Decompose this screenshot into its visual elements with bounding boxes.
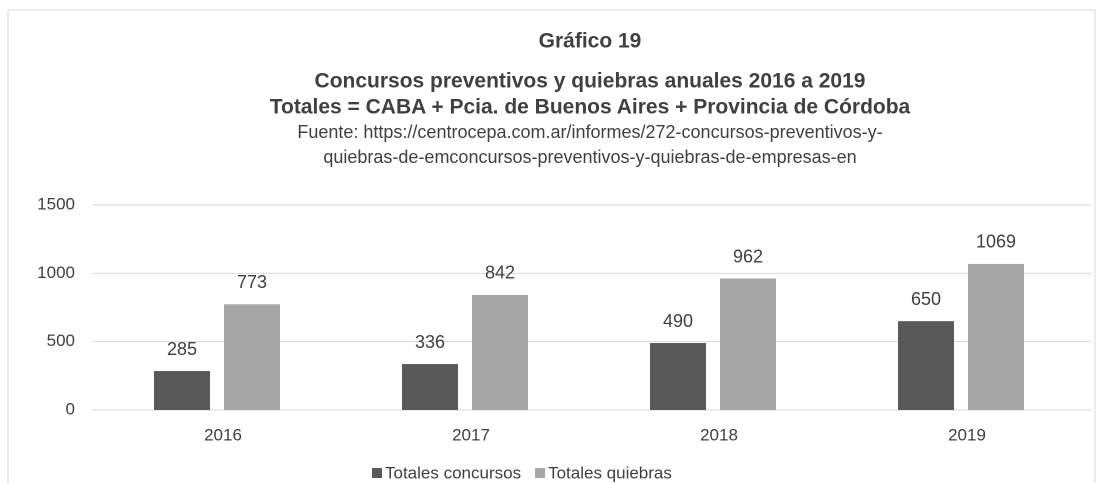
value-label: 650 (911, 289, 941, 309)
chart-title: Concursos preventivos y quiebras anuales… (315, 70, 866, 93)
legend-swatch (535, 468, 546, 478)
value-label: 842 (485, 263, 515, 283)
chart-title: Gráfico 19 (539, 30, 642, 53)
y-tick-label: 1000 (37, 263, 75, 282)
bar (898, 321, 954, 410)
chart-subtitle: quiebras-de-emconcursos-preventivos-y-qu… (323, 147, 856, 167)
legend-label: Totales concursos (385, 463, 521, 482)
value-label: 1069 (976, 232, 1016, 252)
bar (402, 364, 458, 410)
chart-subtitle: Fuente: https://centrocepa.com.ar/inform… (297, 122, 882, 142)
bar (154, 371, 210, 410)
legend-label: Totales quiebras (548, 463, 672, 482)
y-tick-label: 1500 (37, 194, 75, 213)
value-label: 336 (415, 332, 445, 352)
y-tick-label: 0 (66, 399, 75, 418)
bar (472, 294, 528, 410)
x-tick-label: 2019 (948, 425, 986, 444)
x-tick-label: 2017 (452, 425, 490, 444)
legend-swatch (372, 468, 382, 478)
bar (720, 278, 776, 410)
y-tick-label: 500 (47, 331, 75, 350)
bar (650, 343, 706, 410)
bar (968, 263, 1024, 410)
bar (224, 304, 280, 410)
value-label: 962 (733, 246, 763, 266)
value-label: 490 (663, 311, 693, 331)
value-label: 285 (167, 339, 197, 359)
chart-title: Totales = CABA + Pcia. de Buenos Aires +… (270, 96, 911, 119)
x-tick-label: 2018 (700, 425, 738, 444)
value-label: 773 (237, 272, 267, 292)
x-tick-label: 2016 (204, 425, 242, 444)
